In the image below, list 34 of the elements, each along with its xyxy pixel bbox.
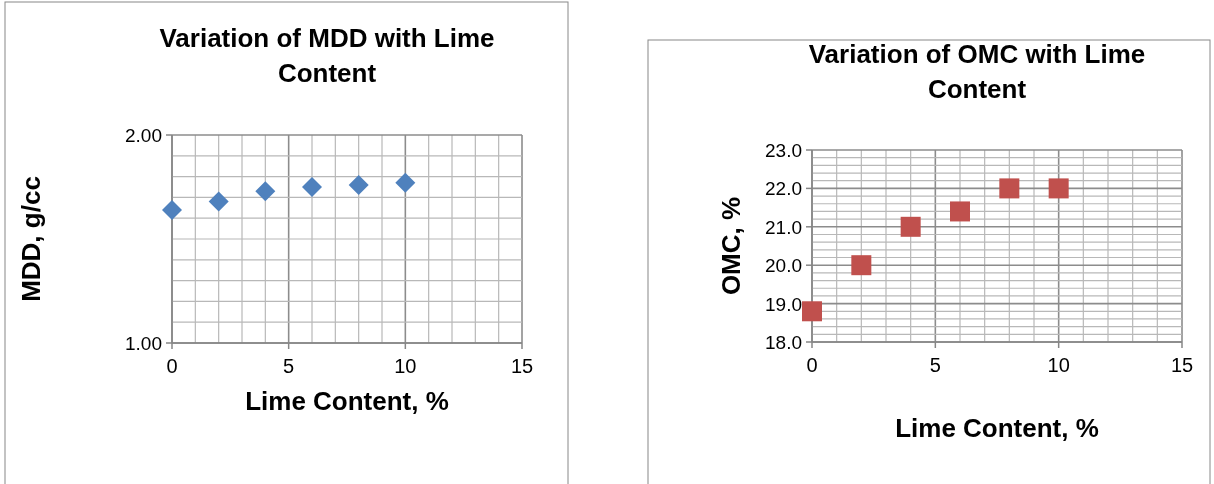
chart-title: Variation of MDD with Lime Content bbox=[159, 23, 495, 88]
y-axis-title: OMC, % bbox=[716, 196, 746, 296]
y-axis-title: MDD, g/cc bbox=[16, 176, 46, 302]
x-axis-title: Lime Content, % bbox=[895, 413, 1099, 443]
x-tick-label: 5 bbox=[283, 355, 295, 377]
point bbox=[162, 199, 182, 220]
point bbox=[851, 255, 872, 276]
x-tick-label: 15 bbox=[1170, 354, 1194, 376]
y-tick-label: 22.0 bbox=[765, 178, 802, 200]
point bbox=[208, 191, 229, 212]
y-tick-label: 21.0 bbox=[765, 216, 802, 238]
y-tick-label: 1.00 bbox=[125, 333, 162, 354]
point bbox=[950, 201, 970, 222]
x-tick-label: 5 bbox=[929, 354, 941, 376]
point bbox=[255, 181, 276, 202]
point bbox=[999, 178, 1020, 199]
x-tick-label: 10 bbox=[1047, 354, 1070, 376]
y-tick-label: 18.0 bbox=[765, 332, 802, 353]
x-tick-label: 0 bbox=[166, 355, 178, 377]
point bbox=[395, 172, 416, 193]
chart-title: Variation of OMC with Lime Content bbox=[808, 39, 1146, 104]
point bbox=[348, 174, 369, 195]
x-tick-label: 15 bbox=[510, 355, 534, 377]
y-tick-label: 23.0 bbox=[765, 140, 802, 161]
x-tick-label: 0 bbox=[806, 354, 818, 376]
point bbox=[802, 301, 822, 322]
x-tick-label: 10 bbox=[394, 355, 417, 377]
y-tick-label: 20.0 bbox=[765, 255, 802, 277]
y-tick-label: 19.0 bbox=[765, 293, 802, 315]
y-tick-label: 2.00 bbox=[125, 125, 162, 146]
point bbox=[1048, 178, 1069, 199]
point bbox=[302, 177, 322, 197]
point bbox=[900, 216, 921, 237]
x-axis-title: Lime Content, % bbox=[245, 386, 449, 416]
